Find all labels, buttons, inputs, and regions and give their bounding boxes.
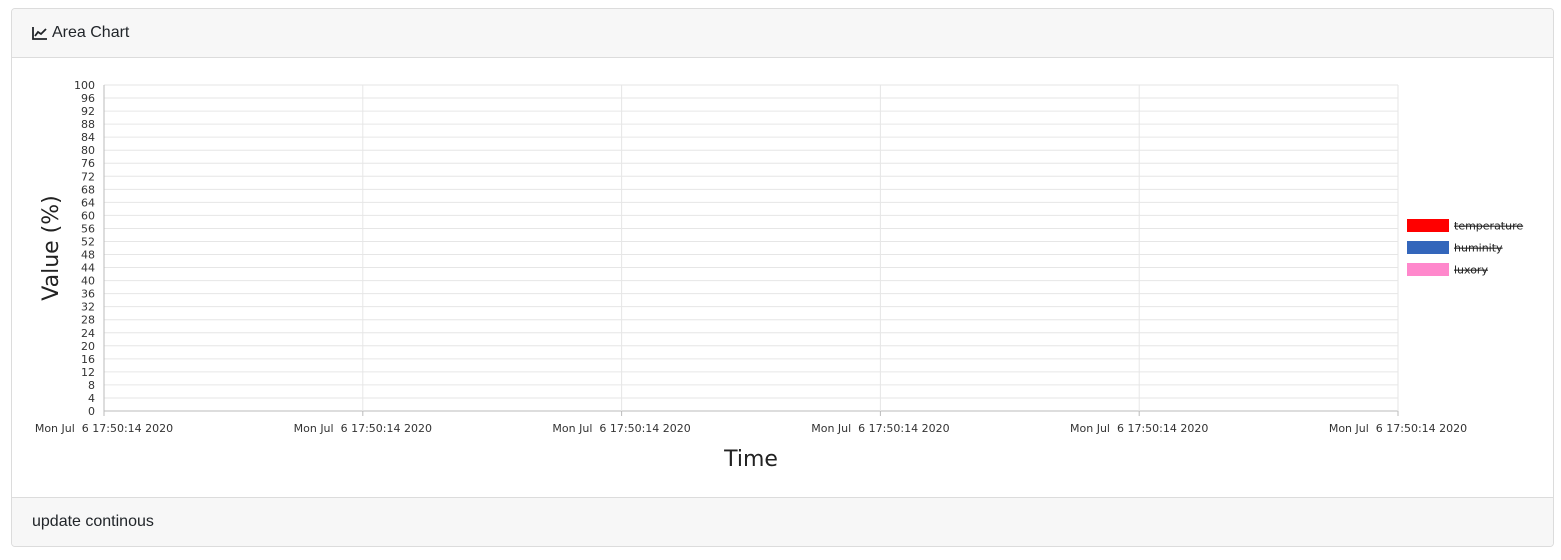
y-tick-label: 4: [88, 392, 95, 405]
y-tick-label: 24: [81, 327, 95, 340]
legend: temperature huminity luxory: [1407, 219, 1523, 277]
card-title: Area Chart: [52, 24, 130, 41]
y-tick-label: 44: [81, 262, 95, 275]
y-tick-label: 40: [81, 275, 95, 288]
x-tick-label: Mon Jul 6 17:50:14 2020: [552, 422, 690, 435]
legend-swatch: [1407, 241, 1449, 254]
x-tick-label: Mon Jul 6 17:50:14 2020: [1070, 422, 1208, 435]
y-tick-label: 12: [81, 366, 95, 379]
y-tick-label: 76: [81, 157, 95, 170]
y-tick-label: 92: [81, 105, 95, 118]
legend-item-luxory[interactable]: luxory: [1407, 263, 1488, 277]
footer-text: update continous: [32, 513, 154, 530]
y-axis-title: Value (%): [39, 195, 64, 300]
y-tick-label: 48: [81, 249, 95, 262]
y-tick-label: 16: [81, 353, 95, 366]
y-tick-label: 80: [81, 144, 95, 157]
y-tick-label: 64: [81, 196, 95, 209]
y-tick-label: 32: [81, 301, 95, 314]
card-footer: update continous: [12, 497, 1553, 546]
area-chart-icon: [32, 27, 47, 40]
y-tick-label: 28: [81, 314, 95, 327]
y-tick-label: 8: [88, 379, 95, 392]
y-tick-label: 36: [81, 288, 95, 301]
x-tick-label: Mon Jul 6 17:50:14 2020: [1329, 422, 1467, 435]
y-tick-labels: 0481216202428323640444852566064687276808…: [74, 79, 95, 418]
y-tick-label: 96: [81, 92, 95, 105]
y-tick-label: 84: [81, 131, 95, 144]
y-gridlines: [103, 84, 1398, 412]
x-tick-labels: Mon Jul 6 17:50:14 2020 Mon Jul 6 17:50:1…: [35, 422, 1467, 435]
y-tick-label: 56: [81, 222, 95, 235]
legend-label: luxory: [1454, 264, 1488, 277]
legend-item-huminity[interactable]: huminity: [1407, 241, 1503, 255]
y-tick-label: 88: [81, 118, 95, 131]
legend-label: huminity: [1454, 242, 1503, 255]
x-gridlines: [103, 85, 1399, 416]
y-tick-label: 72: [81, 170, 95, 183]
y-tick-label: 68: [81, 183, 95, 196]
y-tick-label: 20: [81, 340, 95, 353]
x-tick-label: Mon Jul 6 17:50:14 2020: [35, 422, 173, 435]
area-chart: 0481216202428323640444852566064687276808…: [35, 79, 1524, 472]
x-axis-title: Time: [723, 447, 778, 472]
legend-swatch: [1407, 263, 1449, 276]
y-tick-label: 60: [81, 209, 95, 222]
x-tick-label: Mon Jul 6 17:50:14 2020: [294, 422, 432, 435]
legend-label: temperature: [1454, 220, 1523, 233]
legend-item-temperature[interactable]: temperature: [1407, 219, 1523, 233]
card-header: Area Chart: [12, 9, 1553, 58]
legend-swatch: [1407, 219, 1449, 232]
y-tick-label: 52: [81, 235, 95, 248]
y-tick-label: 100: [74, 79, 95, 92]
y-tick-label: 0: [88, 405, 95, 418]
x-tick-label: Mon Jul 6 17:50:14 2020: [811, 422, 949, 435]
